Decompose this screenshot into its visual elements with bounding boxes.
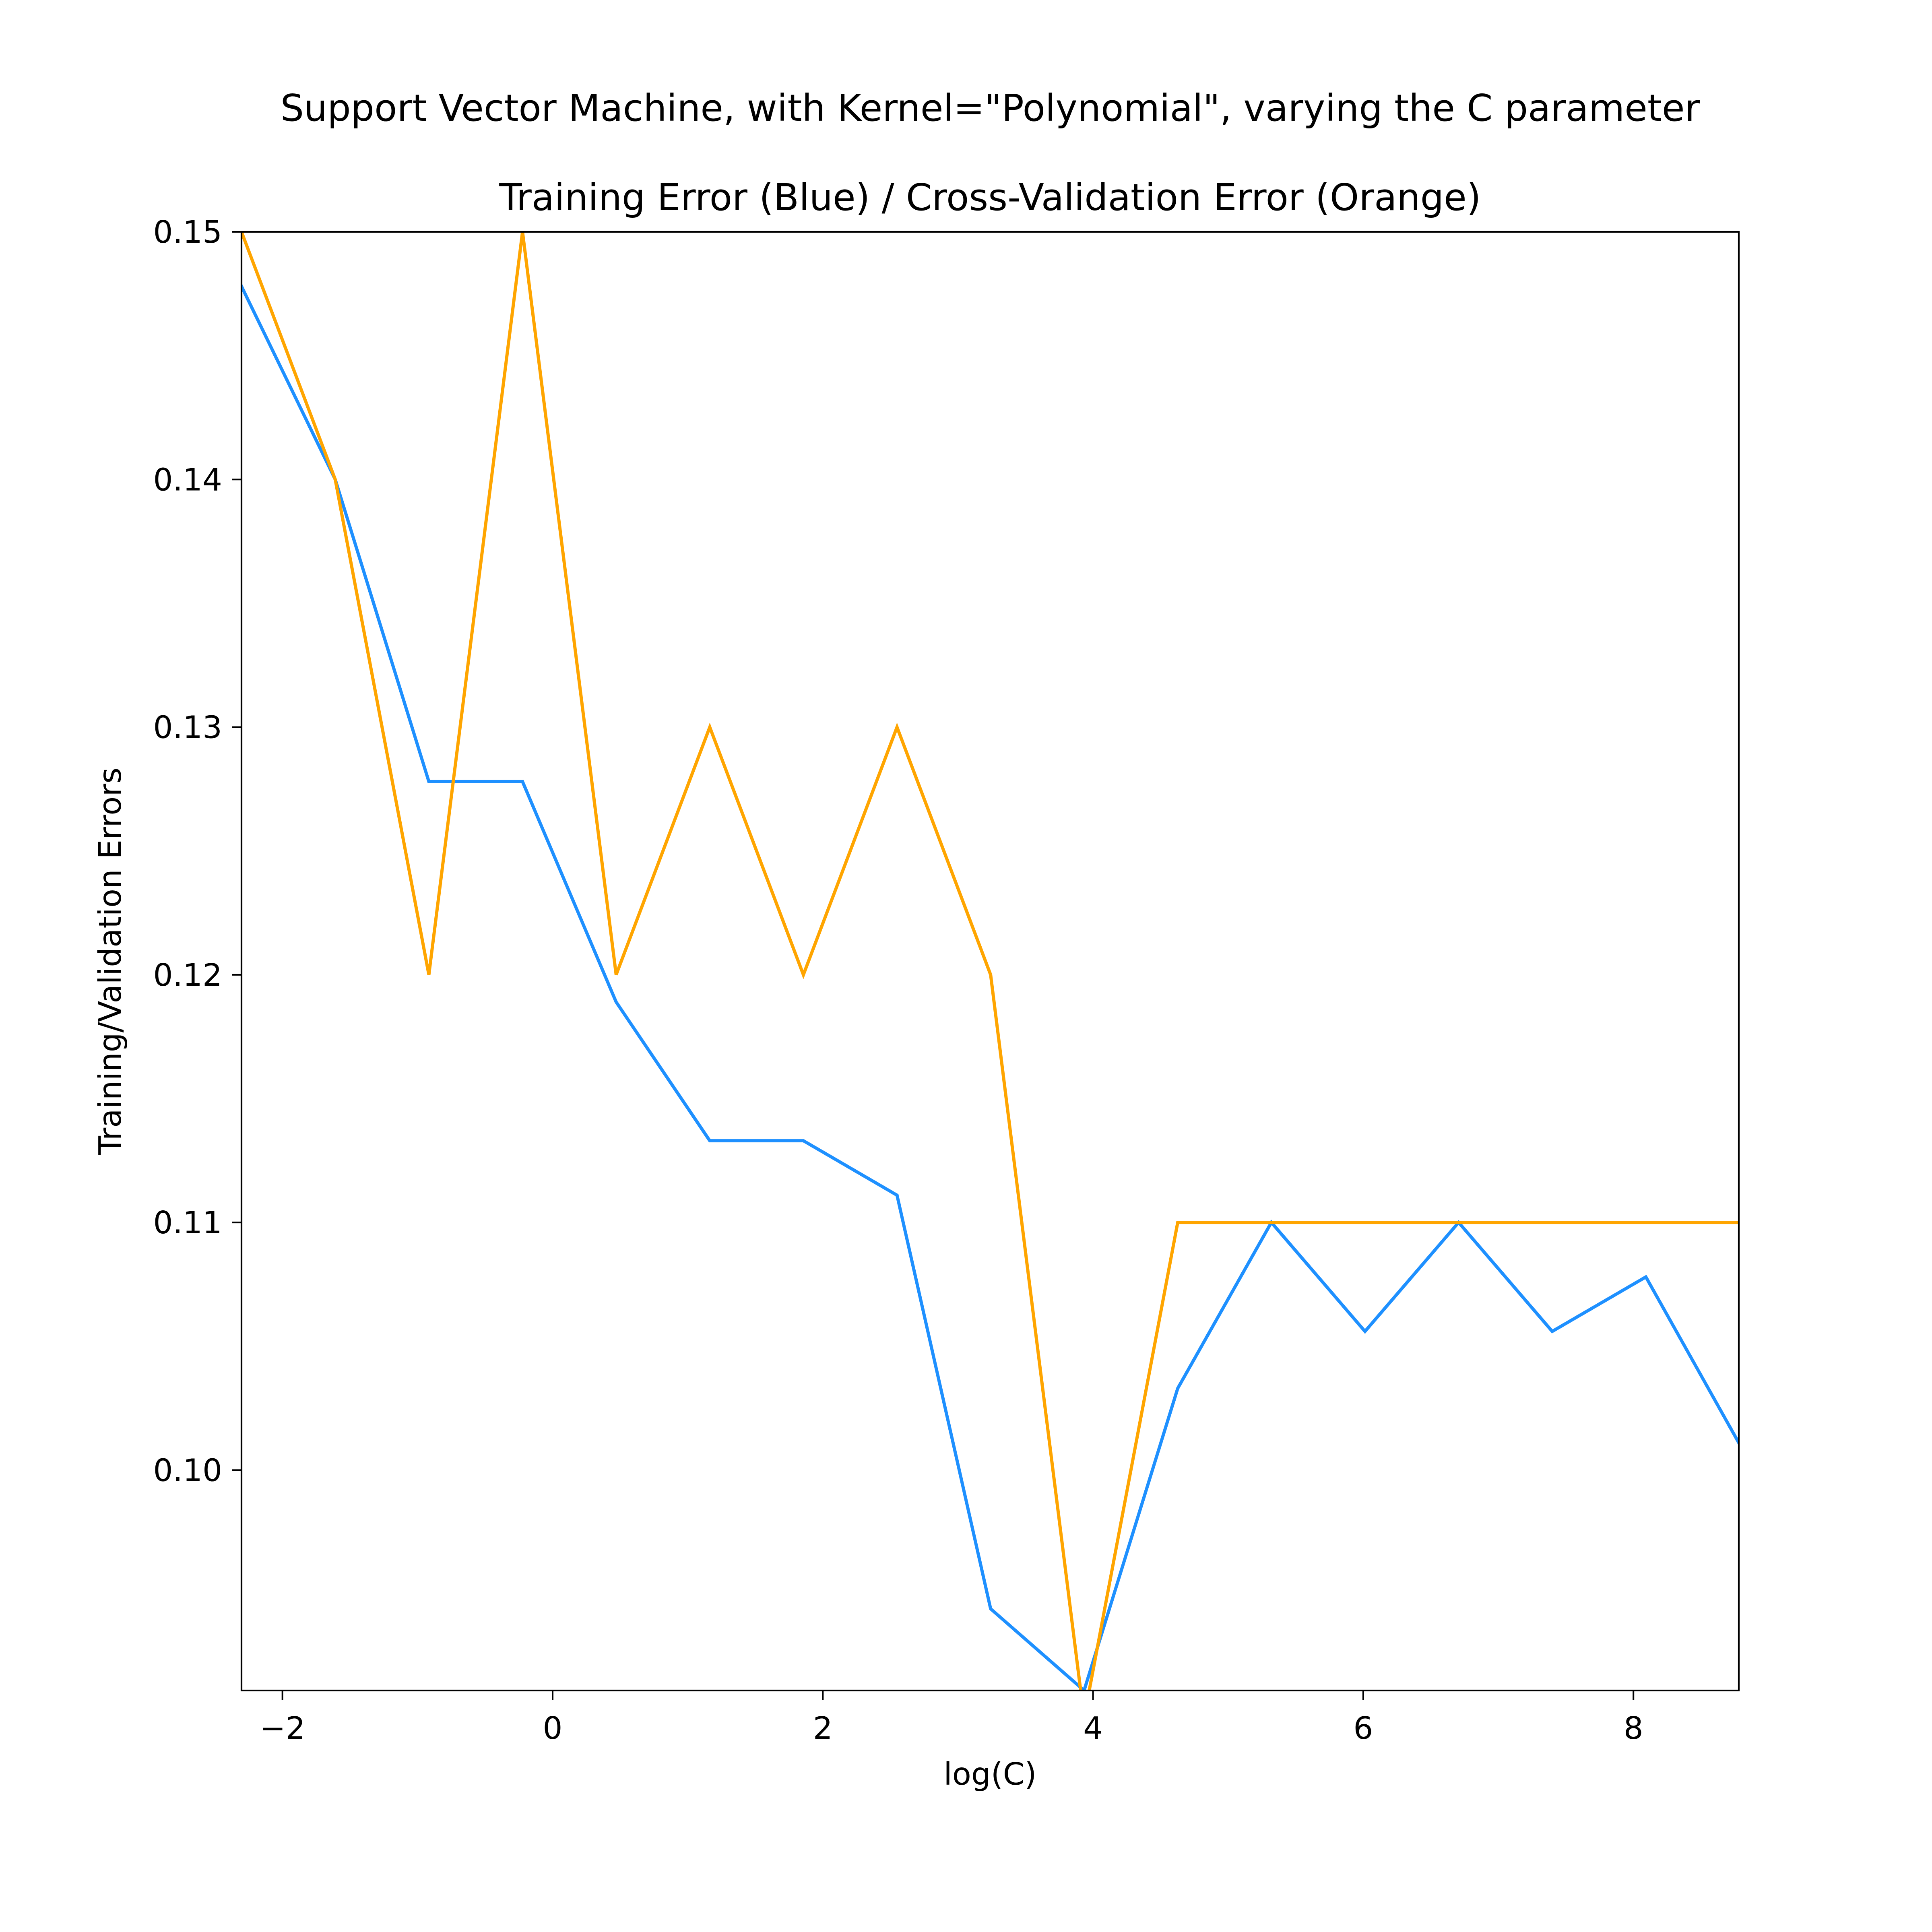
series-line-1 [242,284,1739,1690]
y-tick-label: 0.10 [153,1453,222,1488]
chart-title: Training Error (Blue) / Cross-Validation… [499,176,1481,219]
x-axis-ticks: −2 0 2 4 6 8 [260,1690,1643,1746]
plot-frame [240,231,1740,1692]
y-tick-label: 0.15 [153,215,222,250]
x-tick-label: 8 [1624,1711,1643,1746]
x-tick-label: −2 [260,1711,305,1746]
y-axis-label: Training/Validation Errors [93,768,128,1155]
series-line-2 [242,232,1739,1690]
chart-suptitle: Support Vector Machine, with Kernel="Pol… [281,87,1700,130]
y-tick-label: 0.14 [153,462,222,498]
y-tick-label: 0.13 [153,710,222,746]
y-tick-label: 0.12 [153,958,222,993]
y-tick-label: 0.11 [153,1205,222,1241]
series-layer [242,232,1739,1690]
x-axis-label: log(C) [943,1757,1036,1792]
x-tick-label: 2 [813,1711,833,1746]
x-tick-label: 6 [1353,1711,1373,1746]
x-tick-label: 0 [543,1711,563,1746]
y-axis-ticks: 0.10 0.11 0.12 0.13 0.14 0.15 [153,215,242,1488]
x-tick-label: 4 [1083,1711,1103,1746]
